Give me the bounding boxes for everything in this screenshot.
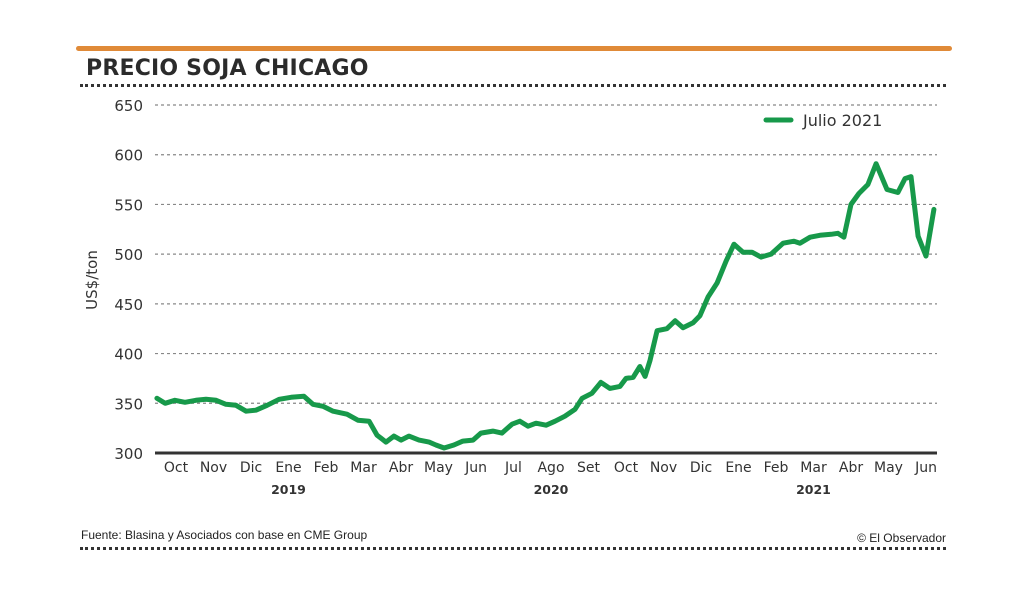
year-labels: 2019 2020 2021 bbox=[271, 482, 831, 497]
x-tick-label: Nov bbox=[650, 460, 677, 476]
accent-bar bbox=[76, 46, 952, 51]
x-tick-label: Ene bbox=[275, 460, 301, 476]
source-note: Fuente: Blasina y Asociados con base en … bbox=[81, 528, 368, 542]
x-tick-label: Abr bbox=[839, 460, 863, 476]
legend: Julio 2021 bbox=[763, 111, 882, 130]
y-axis-label: US$/ton bbox=[83, 250, 101, 310]
y-tick-label: 400 bbox=[114, 346, 143, 364]
y-tick-label: 350 bbox=[114, 395, 143, 413]
footer-divider bbox=[80, 547, 946, 550]
x-tick-label: Mar bbox=[350, 460, 377, 476]
y-tick-label: 450 bbox=[114, 296, 143, 314]
x-tick-label: May bbox=[424, 460, 453, 476]
series-group bbox=[154, 161, 937, 451]
x-tick-label: Dic bbox=[690, 460, 712, 476]
x-tick-label: Jun bbox=[464, 460, 487, 476]
y-tick-label: 500 bbox=[114, 246, 143, 264]
x-tick-label: Feb bbox=[764, 460, 789, 476]
chart-title: PRECIO SOJA CHICAGO bbox=[86, 56, 369, 81]
credit-note: © El Observador bbox=[857, 531, 946, 545]
year-label: 2021 bbox=[796, 482, 831, 497]
title-divider bbox=[80, 84, 946, 87]
x-tick-label: Set bbox=[577, 460, 601, 476]
x-tick-label: Nov bbox=[200, 460, 227, 476]
year-label: 2019 bbox=[271, 482, 306, 497]
y-axis-ticks: 300 350 400 450 500 550 600 650 bbox=[114, 97, 143, 463]
x-tick-label: Dic bbox=[240, 460, 262, 476]
legend-label: Julio 2021 bbox=[802, 111, 882, 130]
gridlines bbox=[155, 104, 937, 404]
x-tick-label: May bbox=[874, 460, 903, 476]
x-tick-label: Oct bbox=[614, 460, 639, 476]
x-tick-label: Ago bbox=[537, 460, 564, 476]
y-tick-label: 600 bbox=[114, 147, 143, 165]
series-line-julio-2021 bbox=[154, 161, 937, 451]
y-tick-label: 300 bbox=[114, 445, 143, 463]
x-tick-label: Mar bbox=[800, 460, 827, 476]
x-axis-ticks: Oct Nov Dic Ene Feb Mar Abr May Jun Jul Ago Set Oct N… bbox=[164, 460, 937, 476]
x-tick-label: Jul bbox=[504, 460, 522, 476]
x-tick-label: Oct bbox=[164, 460, 189, 476]
x-tick-label: Ene bbox=[725, 460, 751, 476]
y-tick-label: 650 bbox=[114, 97, 143, 115]
x-tick-label: Feb bbox=[314, 460, 339, 476]
year-label: 2020 bbox=[534, 482, 569, 497]
y-tick-label: 550 bbox=[114, 196, 143, 214]
x-tick-label: Abr bbox=[389, 460, 413, 476]
x-tick-label: Jun bbox=[914, 460, 937, 476]
